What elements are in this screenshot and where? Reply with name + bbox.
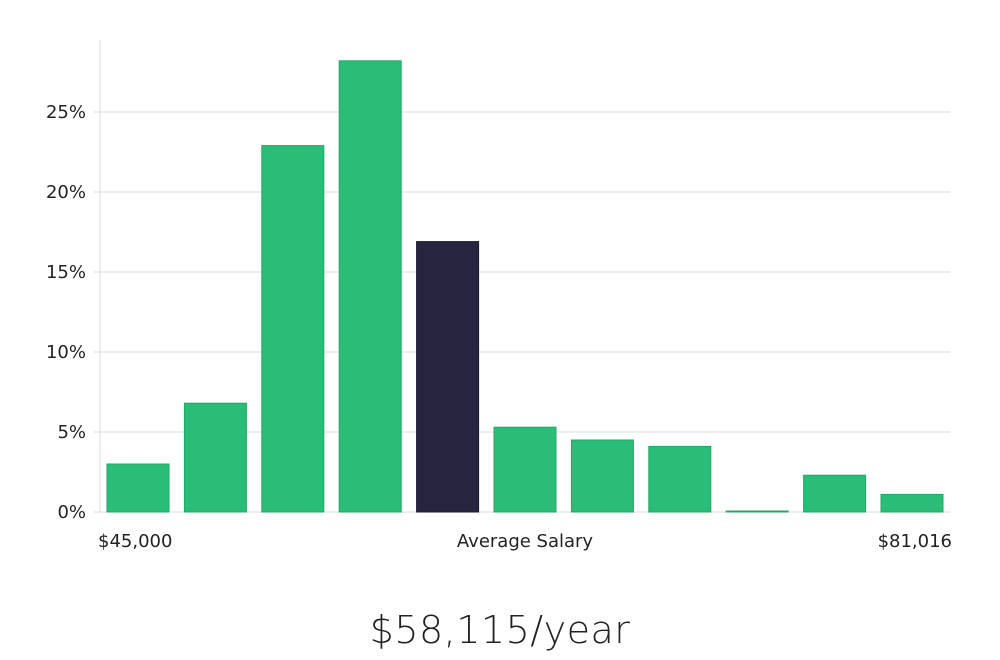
salary-histogram: 0%5%10%15%20%25% $45,000 Average Salary … — [46, 40, 952, 552]
bar — [261, 145, 325, 513]
bar — [106, 463, 170, 513]
bar — [183, 402, 247, 513]
x-axis-label: Average Salary — [457, 531, 594, 552]
y-tick-label: 5% — [57, 422, 86, 443]
y-tick-label: 20% — [46, 182, 86, 203]
bar — [880, 493, 944, 513]
x-min-label: $45,000 — [98, 531, 172, 552]
bar — [725, 510, 789, 513]
average-salary-value: $58,115/year — [369, 608, 631, 652]
bar — [803, 474, 867, 513]
bar — [570, 439, 634, 513]
y-tick-label: 10% — [46, 342, 86, 363]
bar — [338, 60, 402, 513]
bar — [493, 426, 557, 513]
x-max-label: $81,016 — [878, 531, 952, 552]
bar — [648, 445, 712, 513]
y-axis-ticks: 0% 5% 10% 15% 20% 25% — [46, 102, 100, 523]
y-tick-label: 25% — [46, 102, 86, 123]
bars — [106, 60, 944, 513]
y-tick-label: 0% — [57, 502, 86, 523]
y-tick-label: 15% — [46, 262, 86, 283]
bar-highlighted — [416, 241, 480, 513]
